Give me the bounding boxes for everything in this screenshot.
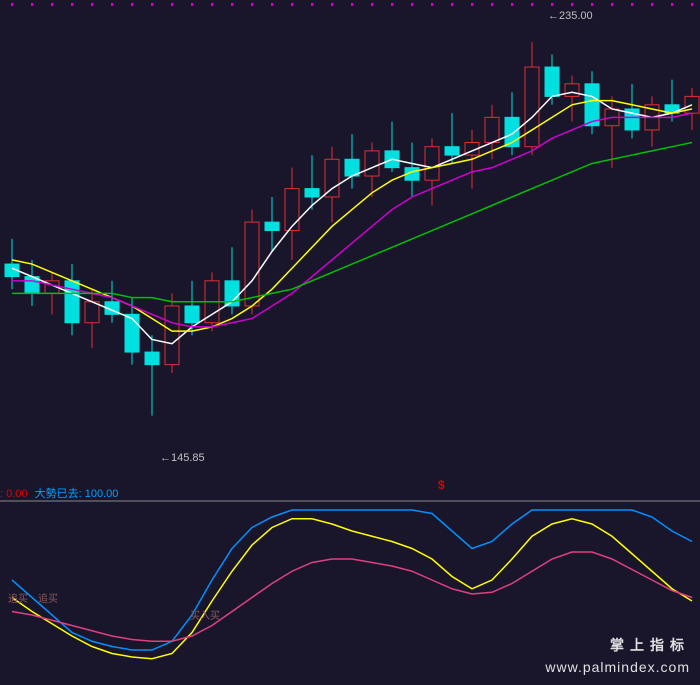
watermark-url: www.palmindex.com [545, 659, 690, 675]
buy-tag: 追买 [38, 590, 58, 605]
watermark-brand: 掌上指标 [610, 635, 690, 655]
ind-pink [12, 552, 692, 641]
low-price-label: ←145.85 [160, 452, 205, 464]
buy-tag: 追买 [8, 590, 28, 605]
indicator-value-2: 大勢已去: 100.00 [35, 488, 119, 500]
indicator-value-1: : 0.00 [0, 488, 28, 500]
buy-tag: 买入买 [190, 607, 220, 622]
candlestick-chart [0, 0, 700, 482]
ind-yellow [12, 519, 692, 659]
high-price-label: ←235.00 [548, 10, 593, 22]
dollar-marker-icon: $ [438, 478, 445, 492]
indicator-panel [0, 500, 700, 685]
indicator-header: : 0.00 大勢已去: 100.00 [0, 485, 118, 501]
